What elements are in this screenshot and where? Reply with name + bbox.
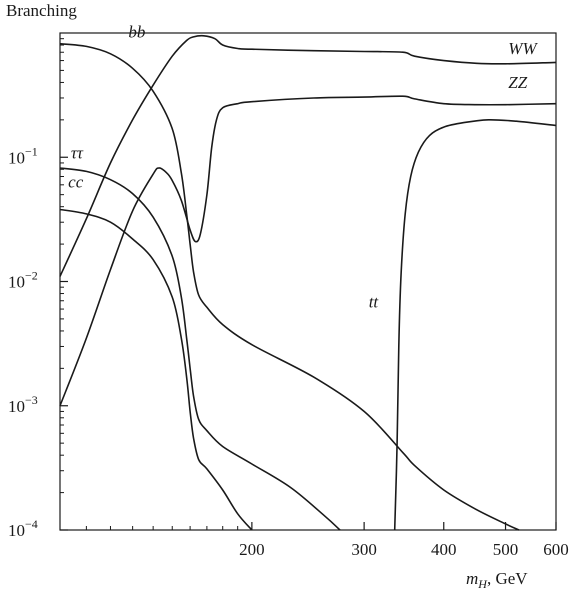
series-line-tt — [393, 118, 557, 531]
series-label: ZZ — [508, 73, 527, 92]
series-curves — [59, 34, 557, 531]
series-label: tt — [369, 292, 380, 311]
x-axis-label: mH, GeV — [466, 569, 528, 589]
y-tick-label: 10−3 — [8, 393, 38, 416]
series-label: bb — [128, 22, 145, 41]
x-axis-label-unit: , GeV — [487, 569, 528, 588]
x-axis-ticks: 200 300 400 500 600 — [85, 522, 569, 559]
series-line-bb — [59, 42, 520, 531]
x-tick-label: 600 — [543, 540, 569, 559]
x-axis-label-symbol: m — [466, 569, 478, 588]
series-line-ττ — [59, 167, 341, 531]
series-labels: bb ττ cc WW ZZ tt — [68, 22, 538, 311]
series-label: cc — [68, 173, 84, 192]
series-line-ZZ — [59, 95, 557, 407]
series-line-cc — [59, 208, 253, 531]
x-tick-label: 200 — [239, 540, 265, 559]
y-axis-label: Branching — [6, 1, 77, 20]
x-axis-label-subscript: H — [477, 577, 488, 589]
series-label: WW — [508, 39, 538, 58]
x-tick-label: 300 — [351, 540, 377, 559]
x-tick-label: 400 — [431, 540, 457, 559]
y-tick-label: 10−4 — [8, 517, 38, 540]
x-tick-label: 500 — [493, 540, 519, 559]
y-axis-ticks: 10−4 10−3 10−2 10−1 — [8, 38, 68, 540]
y-tick-label: 10−1 — [8, 144, 38, 167]
series-line-WW — [59, 34, 557, 277]
series-label: ττ — [71, 143, 84, 162]
plot-frame — [59, 32, 557, 531]
y-tick-label: 10−2 — [8, 269, 38, 292]
